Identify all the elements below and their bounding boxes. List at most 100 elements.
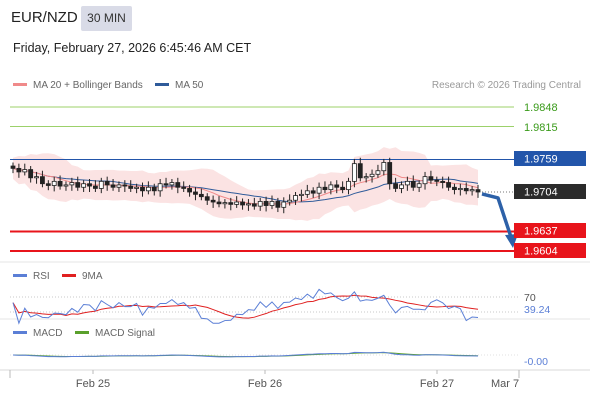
symbol-title: EUR/NZD [11,9,78,26]
legend-rsi: RSI [13,271,50,282]
candle-body [198,193,204,198]
macd-value-label: -0.00 [524,356,548,368]
candles [10,157,481,214]
candle-body [204,196,210,201]
candle-body [181,186,187,189]
candle-body [151,186,157,192]
candle-body [175,182,181,188]
candle-body [45,183,51,186]
candle-body [187,188,192,193]
rsi-swatch [13,273,27,277]
candle-body [452,186,457,191]
candle-body [228,202,234,205]
rsi-lines [12,288,479,325]
macd-lines [12,351,479,358]
rsi-ma-swatch [62,273,76,277]
legend-macd-label: MACD [33,328,63,339]
candle-body [275,201,281,208]
candle-body [157,183,163,192]
forecast-arrow-line [481,192,513,238]
candle-body [363,176,369,179]
macd-line [12,351,479,358]
rsi-70-label: 70 [524,292,536,304]
resistance-1-label: 1.9815 [524,122,558,134]
candle-body [234,201,240,205]
candle-body [222,202,228,205]
candle-body [34,176,39,179]
candle-body [351,163,357,182]
rsi-line [12,288,479,325]
candle-body [263,201,269,206]
candle-body [193,191,198,195]
candle-body [251,203,257,207]
candle-body [169,182,175,186]
candle-body [269,201,275,206]
candle-body [145,186,151,192]
legend-ma50: MA 50 [155,80,203,91]
macd-signal-swatch [75,330,89,334]
candle-body [57,180,63,187]
interval-button[interactable]: 30 MIN [81,6,132,31]
support-1-tag [514,223,586,238]
candle-body [322,186,328,191]
pivot-label: 1.9759 [524,154,558,166]
candle-body [75,182,81,188]
candle-body [110,184,116,188]
resistance-2-label: 1.9848 [524,102,558,114]
rsi-value-label: 39.24 [524,304,550,316]
candle-body [281,201,287,208]
legend-ma50-label: MA 50 [175,80,204,91]
ma20-swatch [13,82,27,86]
pivot-tag [514,151,586,166]
candle-body [410,180,416,188]
candle-body [122,184,128,187]
candle-body [393,183,398,189]
candle-body [134,186,140,189]
ma50-line [12,167,479,203]
candle-body [328,184,334,191]
candle-body [51,180,57,186]
candle-body [316,186,322,194]
candle-body [116,184,122,188]
candle-body [210,199,216,203]
candle-body [369,173,375,178]
macd-swatch [13,330,27,334]
legend-macd: MACD [13,328,62,339]
support-2-label: 1.9604 [524,246,558,258]
timestamp: Friday, February 27, 2026 6:45:46 AM CET [13,41,252,55]
candle-body [469,189,475,192]
candle-body [428,176,434,181]
candle-body [304,190,310,195]
last-price-label: 1.9704 [524,187,558,199]
candle-body [399,184,404,189]
candle-body [416,183,422,188]
candle-body [163,183,169,186]
candle-body [28,169,34,179]
candle-body [10,165,16,169]
support-2-tag [514,243,586,258]
candle-body [257,201,263,207]
candle-body [69,182,75,186]
candle-body [93,185,98,189]
legend-macd-signal: MACD Signal [75,328,155,339]
candle-body [463,188,469,192]
candle-body [246,203,251,206]
candle-body [422,176,428,185]
candle-body [299,193,304,196]
candle-body [81,183,87,188]
candle-body [22,169,28,173]
forecast-arrow [481,192,518,248]
candle-body [287,199,293,203]
candle-body [434,179,440,182]
support-1-label: 1.9637 [524,226,558,238]
copyright: Research © 2026 Trading Central [431,80,581,91]
candle-body [128,185,134,189]
candle-body [404,180,410,186]
legend-rsi-ma: 9MA [62,271,103,282]
candle-body [98,180,104,189]
x-tick-label: Feb 25 [76,378,110,390]
candle-body [216,201,222,205]
candle-body [240,201,245,206]
candle-body [310,190,316,194]
